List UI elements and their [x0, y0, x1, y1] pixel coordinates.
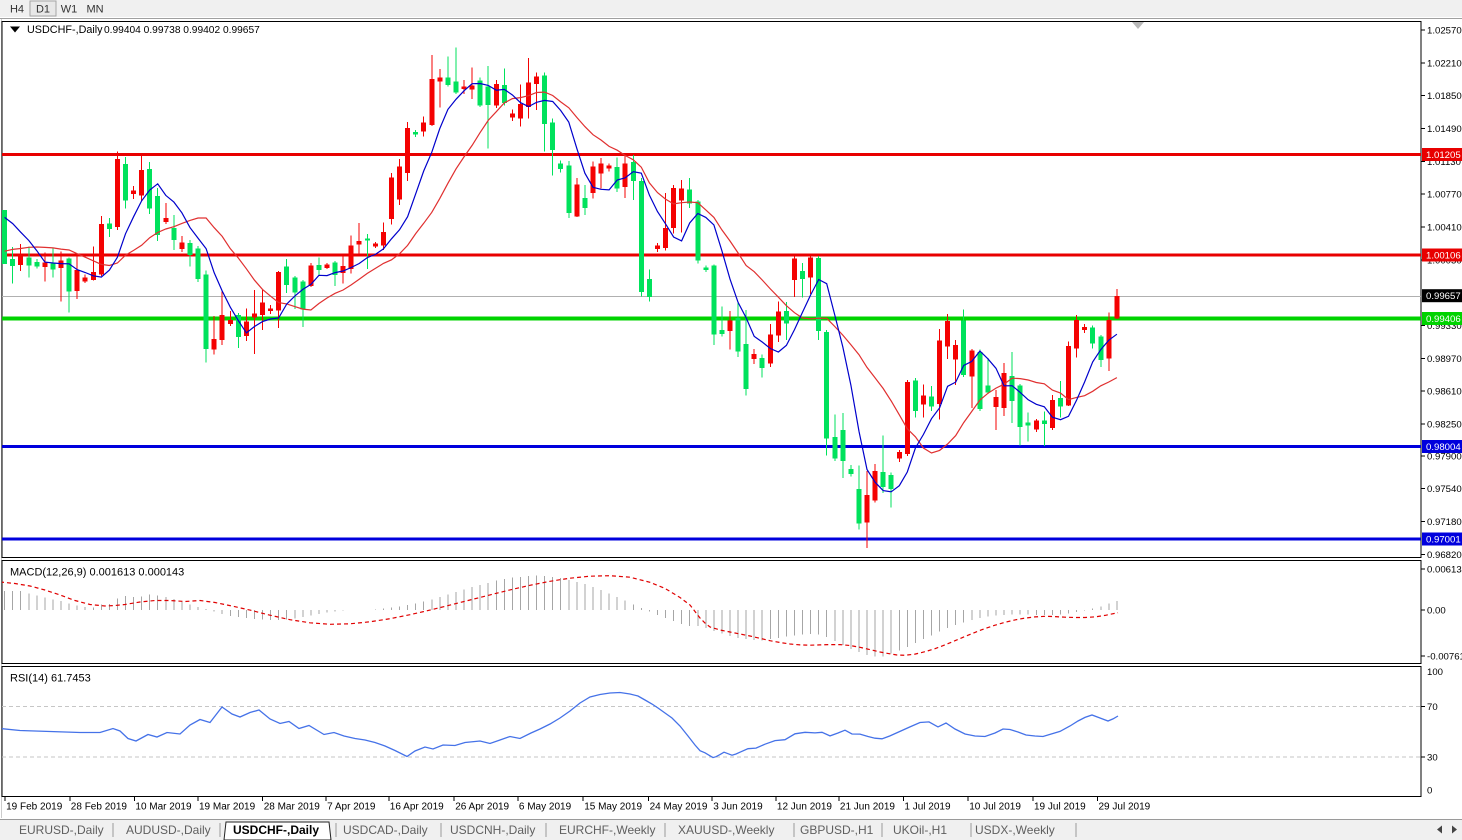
svg-text:1.01205: 1.01205 [1426, 150, 1461, 161]
svg-text:1.00106: 1.00106 [1426, 251, 1461, 262]
svg-text:30: 30 [1427, 753, 1438, 764]
svg-text:0.98004: 0.98004 [1426, 442, 1461, 453]
svg-text:21 Jun 2019: 21 Jun 2019 [840, 802, 895, 813]
svg-text:19 Jul 2019: 19 Jul 2019 [1034, 802, 1086, 813]
svg-text:USDX-,Weekly: USDX-,Weekly [975, 823, 1055, 837]
svg-text:0.00: 0.00 [1427, 606, 1446, 617]
svg-text:0.97001: 0.97001 [1426, 535, 1461, 546]
svg-text:1.01850: 1.01850 [1427, 91, 1462, 102]
svg-text:MN: MN [86, 4, 103, 16]
svg-text:UKOil-,H1: UKOil-,H1 [893, 823, 947, 837]
svg-text:24 May 2019: 24 May 2019 [650, 802, 708, 813]
svg-text:1.01130: 1.01130 [1427, 157, 1461, 168]
svg-text:0.98970: 0.98970 [1427, 354, 1462, 365]
svg-text:0.00613: 0.00613 [1427, 565, 1462, 576]
svg-text:H4: H4 [10, 4, 24, 16]
svg-text:0.99404 0.99738 0.99402 0.9965: 0.99404 0.99738 0.99402 0.99657 [104, 25, 260, 36]
svg-text:29 Jul 2019: 29 Jul 2019 [1099, 802, 1151, 813]
svg-text:EURUSD-,Daily: EURUSD-,Daily [19, 823, 104, 837]
svg-text:XAUUSD-,Weekly: XAUUSD-,Weekly [678, 823, 774, 837]
svg-text:0.97540: 0.97540 [1427, 484, 1462, 495]
svg-text:EURCHF-,Weekly: EURCHF-,Weekly [559, 823, 655, 837]
svg-text:19 Mar 2019: 19 Mar 2019 [199, 802, 256, 813]
svg-text:6 May 2019: 6 May 2019 [519, 802, 572, 813]
svg-text:100: 100 [1427, 667, 1443, 678]
svg-text:70: 70 [1427, 702, 1438, 713]
svg-text:12 Jun 2019: 12 Jun 2019 [777, 802, 832, 813]
svg-text:1.00410: 1.00410 [1427, 223, 1462, 234]
svg-text:0: 0 [1427, 786, 1432, 797]
svg-text:0.98250: 0.98250 [1427, 419, 1462, 430]
svg-text:1.00770: 1.00770 [1427, 190, 1462, 201]
svg-text:USDCHF-,Daily: USDCHF-,Daily [27, 24, 103, 36]
svg-text:GBPUSD-,H1: GBPUSD-,H1 [800, 823, 874, 837]
svg-text:1.02570: 1.02570 [1427, 26, 1462, 37]
svg-text:7 Apr 2019: 7 Apr 2019 [327, 802, 376, 813]
svg-text:RSI(14) 61.7453: RSI(14) 61.7453 [10, 673, 91, 685]
svg-text:15 May 2019: 15 May 2019 [584, 802, 642, 813]
svg-text:10 Mar 2019: 10 Mar 2019 [135, 802, 192, 813]
svg-text:D1: D1 [36, 4, 50, 16]
svg-text:MACD(12,26,9) 0.001613 0.00014: MACD(12,26,9) 0.001613 0.000143 [10, 567, 184, 579]
svg-text:0.99657: 0.99657 [1426, 291, 1461, 302]
svg-text:16 Apr 2019: 16 Apr 2019 [390, 802, 444, 813]
svg-text:1 Jul 2019: 1 Jul 2019 [904, 802, 951, 813]
svg-text:-0.00761: -0.00761 [1427, 652, 1462, 663]
svg-text:3 Jun 2019: 3 Jun 2019 [713, 802, 763, 813]
svg-text:USDCHF-,Daily: USDCHF-,Daily [233, 823, 319, 837]
svg-text:0.97180: 0.97180 [1427, 517, 1462, 528]
svg-text:0.99406: 0.99406 [1426, 314, 1461, 325]
svg-text:0.97900: 0.97900 [1427, 451, 1462, 462]
svg-text:1.01490: 1.01490 [1427, 124, 1462, 135]
svg-text:AUDUSD-,Daily: AUDUSD-,Daily [126, 823, 211, 837]
svg-text:10 Jul 2019: 10 Jul 2019 [969, 802, 1021, 813]
svg-text:26 Apr 2019: 26 Apr 2019 [455, 802, 509, 813]
svg-text:0.98610: 0.98610 [1427, 387, 1462, 398]
svg-text:0.99330: 0.99330 [1427, 321, 1462, 332]
svg-text:USDCNH-,Daily: USDCNH-,Daily [450, 823, 535, 837]
svg-text:USDCAD-,Daily: USDCAD-,Daily [343, 823, 428, 837]
svg-text:19 Feb 2019: 19 Feb 2019 [6, 802, 63, 813]
svg-text:28 Mar 2019: 28 Mar 2019 [264, 802, 321, 813]
svg-text:1.02210: 1.02210 [1427, 58, 1462, 69]
svg-text:28 Feb 2019: 28 Feb 2019 [71, 802, 128, 813]
svg-text:0.96820: 0.96820 [1427, 550, 1462, 561]
svg-text:W1: W1 [61, 4, 78, 16]
